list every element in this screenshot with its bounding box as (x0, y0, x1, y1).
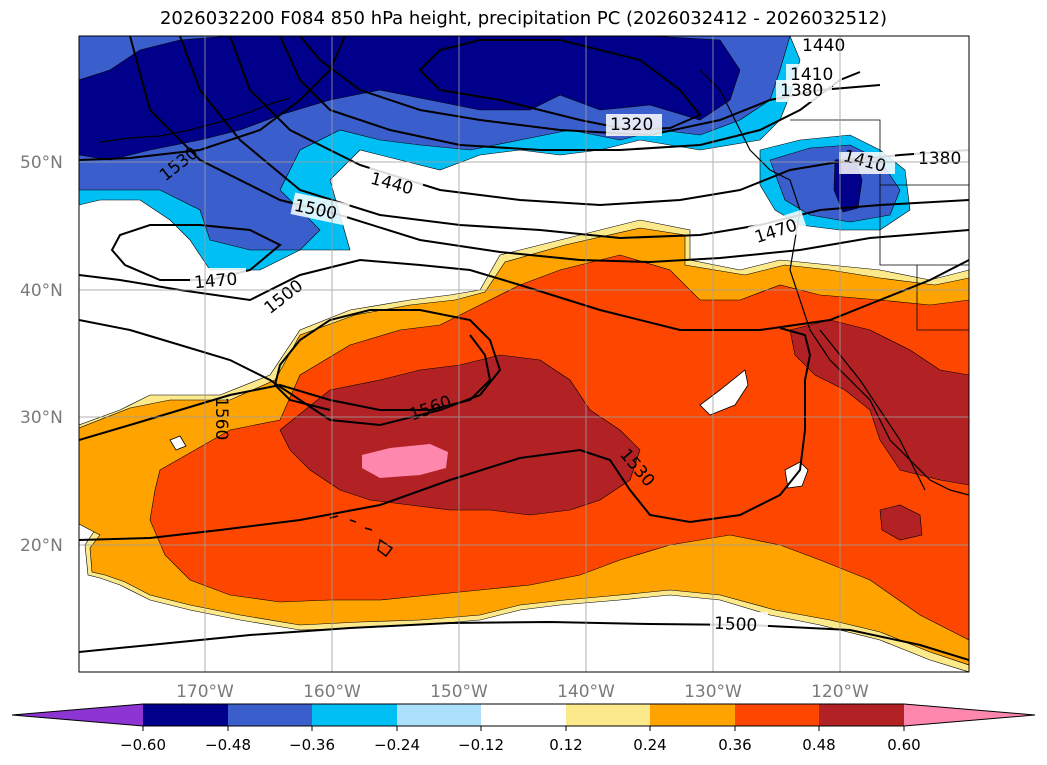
contour-1530-big (79, 327, 812, 541)
map-plot-area: 1440 1410 1380 1320 1530 1440 1500 1410 … (79, 36, 969, 672)
contour-1470 (179, 36, 969, 240)
colorbar-bin-9 (819, 704, 904, 726)
colorbar-bin-4 (397, 704, 481, 726)
colorbar-tick-label-8: 0.36 (718, 736, 751, 754)
lon-label-120w: 120°W (811, 682, 869, 702)
lat-label-50n: 50°N (20, 153, 63, 173)
pos-anomaly-ext-max (362, 444, 448, 478)
colorbar-bin-7 (650, 704, 735, 726)
contour-1500-n (129, 36, 969, 264)
lon-label-170w: 170°W (176, 682, 234, 702)
lat-label-30n: 30°N (20, 408, 63, 428)
pos-anomaly-c9-se (879, 504, 923, 541)
colorbar-tick-label-7: 0.24 (633, 736, 666, 754)
border-us-canada (790, 119, 969, 331)
pos-anomaly-c9 (279, 354, 641, 516)
white-hole-1 (699, 369, 749, 416)
colorbar-tick-label-10: 0.60 (887, 736, 920, 754)
colorbar-bin-8 (735, 704, 819, 726)
colorbar-tick-label-5: −0.12 (458, 736, 504, 754)
colorbar-tick-marks (142, 726, 905, 731)
lat-label-20n: 20°N (20, 536, 63, 556)
contour-1530-s (79, 309, 502, 427)
lon-label-130w: 130°W (684, 682, 742, 702)
contour-1560 (79, 334, 492, 441)
contour-label-1500-s: 1500 (714, 614, 758, 636)
colorbar-bin-3 (312, 704, 397, 726)
colorbar-bin-5 (481, 704, 566, 726)
colorbar-extend-max (904, 704, 1035, 726)
coastline-hawaii (329, 515, 394, 558)
colorbar-tick-label-4: −0.24 (374, 736, 420, 754)
colorbar-tick-label-6: 0.12 (549, 736, 582, 754)
pos-anomaly-c9-east (789, 319, 969, 486)
contour-1500-mid (79, 258, 969, 331)
lon-label-140w: 140°W (557, 682, 615, 702)
contour-label-1380-n: 1380 (780, 81, 823, 101)
lon-label-160w: 160°W (303, 682, 361, 702)
contour-label-1440-ne: 1440 (802, 36, 845, 56)
lat-label-40n: 40°N (20, 281, 63, 301)
colorbar-tick-label-1: −0.60 (120, 736, 166, 754)
contour-label-1380-e: 1380 (918, 149, 961, 169)
colorbar: −0.60 −0.48 −0.36 −0.24 −0.12 0.12 0.24 … (11, 703, 1036, 754)
map-frame (78, 35, 970, 673)
contour-1500-s (79, 620, 969, 661)
gridlines (79, 36, 969, 672)
contour-1470-w (110, 224, 282, 281)
colorbar-tick-label-3: −0.36 (289, 736, 335, 754)
colorbar-tick-label-9: 0.48 (802, 736, 835, 754)
contour-1530-n (79, 36, 346, 161)
coastline-north-america (699, 69, 969, 496)
colorbar-extend-min (12, 704, 143, 726)
colorbar-bin-2 (228, 704, 312, 726)
colorbar-tick-label-2: −0.48 (205, 736, 251, 754)
white-hole-3 (169, 435, 187, 451)
chart-title: 2026032200 F084 850 hPa height, precipit… (159, 8, 888, 29)
neg-anomaly-c1 (79, 36, 741, 161)
colorbar-bin-6 (566, 704, 650, 726)
lon-label-150w: 150°W (430, 682, 488, 702)
contour-label-1320: 1320 (610, 115, 653, 135)
contour-1410 (279, 36, 861, 151)
contour-1320 (418, 39, 702, 132)
contour-label-1560-w: 1560 (211, 397, 231, 440)
colorbar-bin-1 (143, 704, 228, 726)
